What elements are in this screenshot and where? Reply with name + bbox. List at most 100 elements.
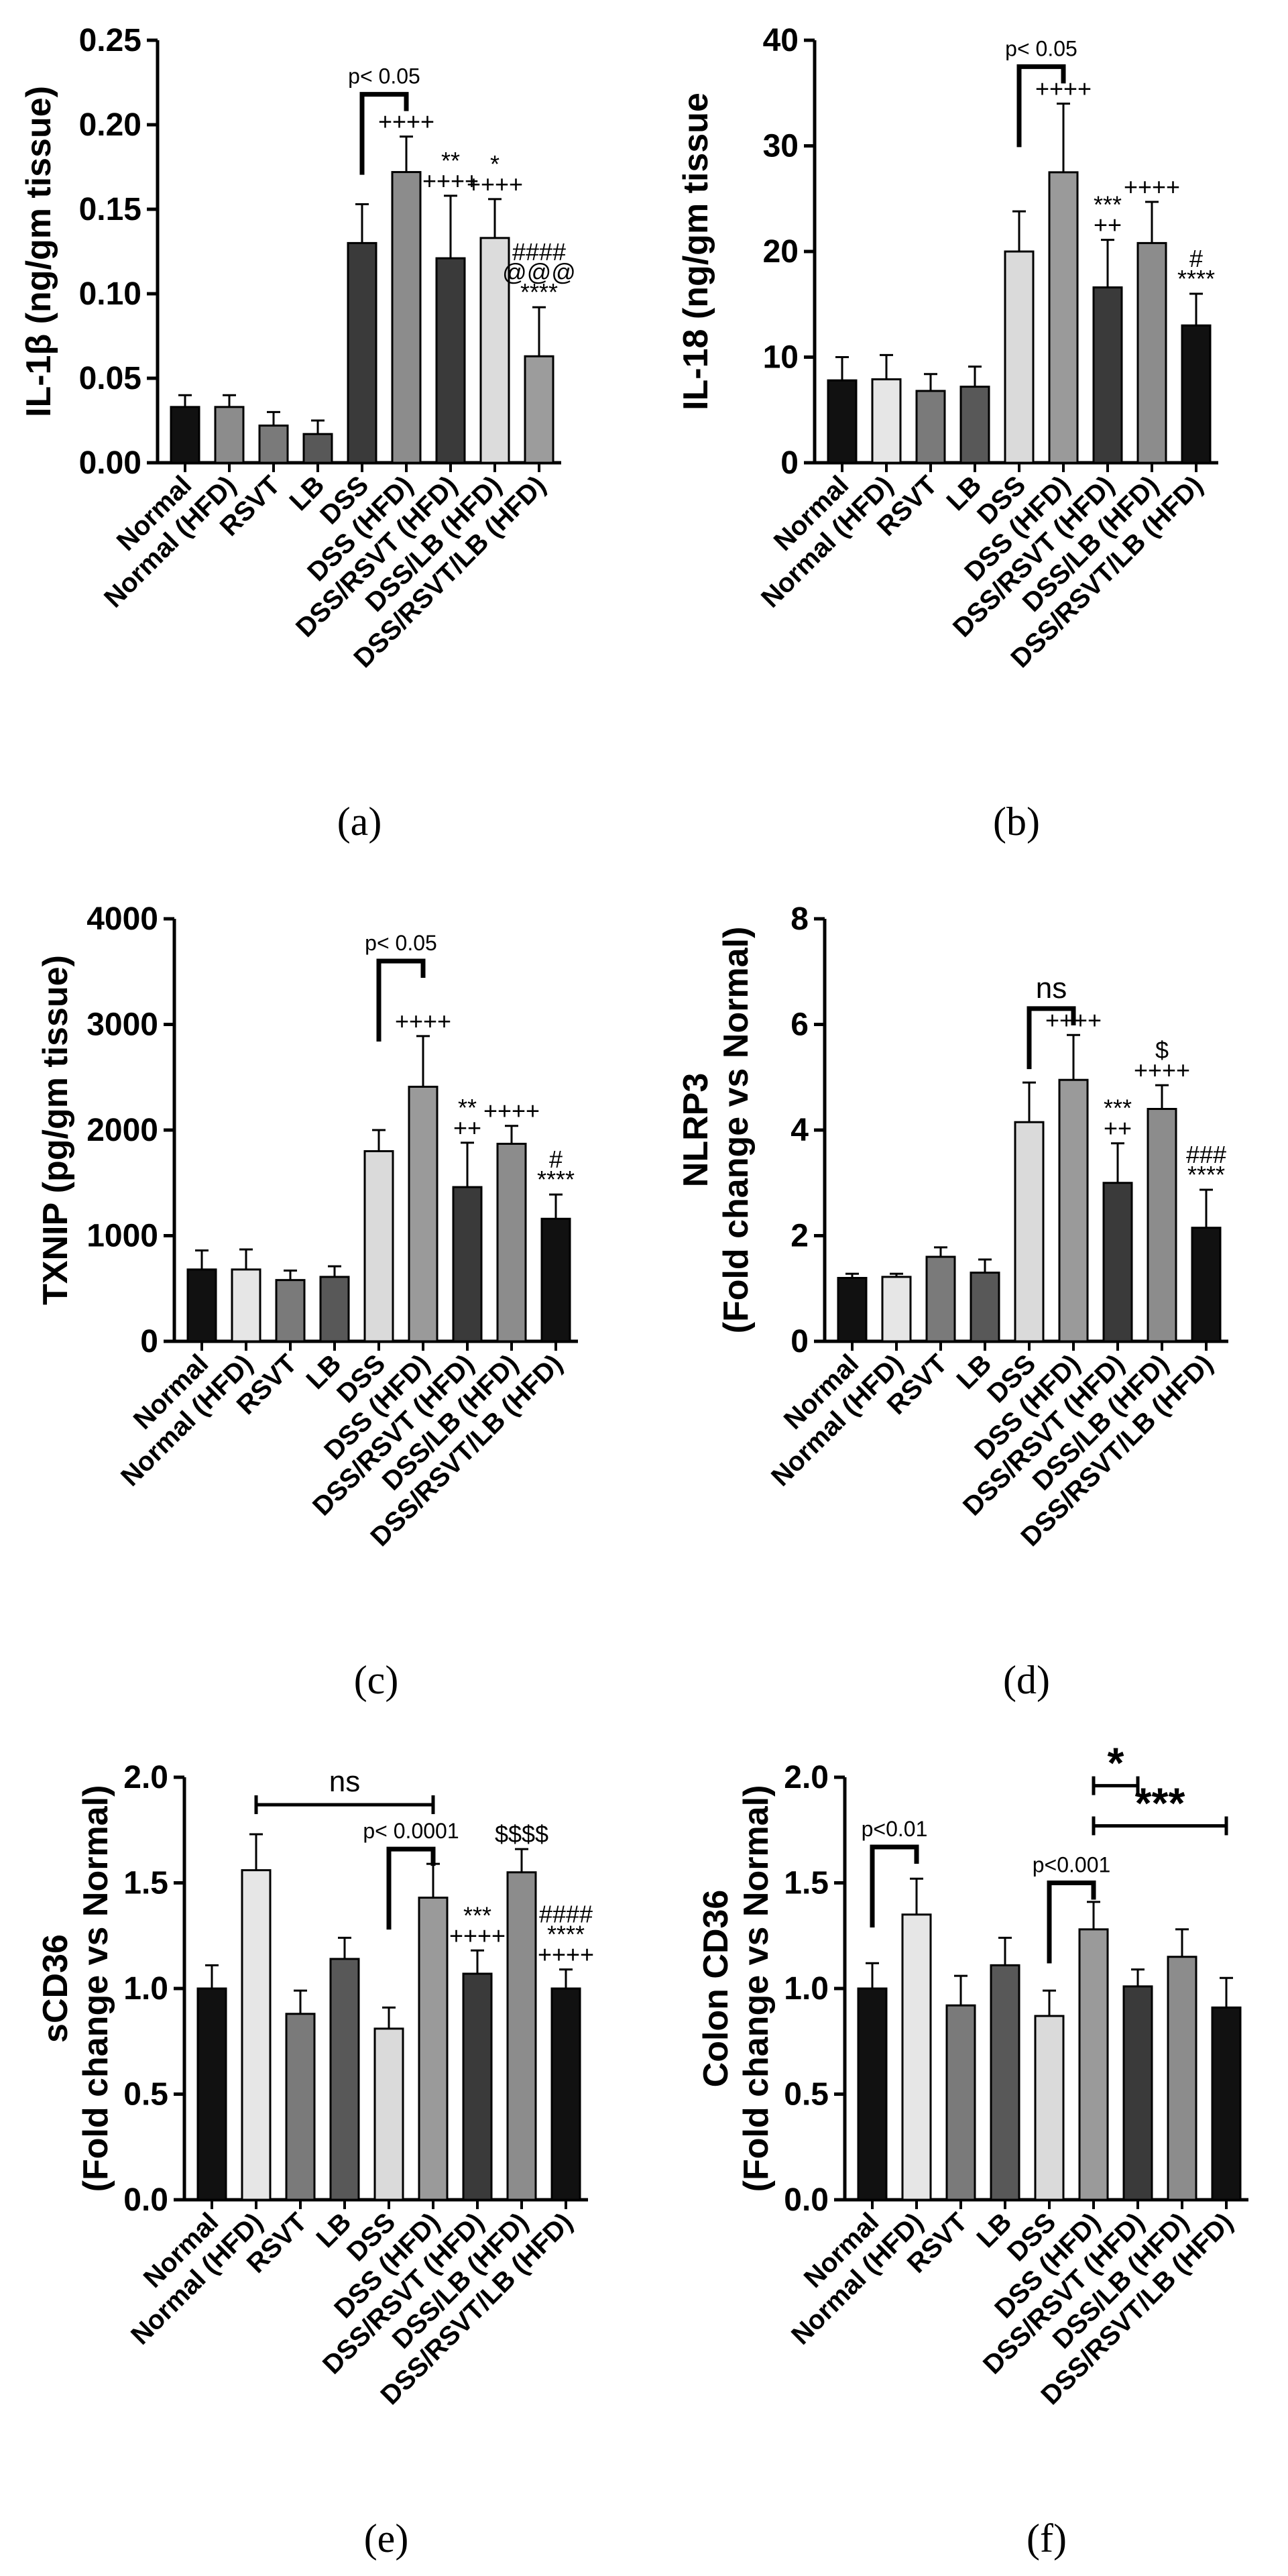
significance-mark: **** <box>1177 265 1215 292</box>
comparison-label: p<0.01 <box>862 1817 928 1841</box>
bar <box>497 1143 526 1341</box>
chart-panel-e: 0.0 0.5 1.0 1.5 2.0 sCD36 (Fold change vs Norm… <box>0 1717 644 2575</box>
bar <box>872 380 900 463</box>
chart-panel-f: 0.0 0.5 1.0 1.5 2.0 Colon CD36 (Fold change vs… <box>644 1717 1287 2575</box>
y-tick-label: 0.15 <box>79 192 141 227</box>
bar <box>552 1989 580 2200</box>
y-axis-title: IL-18 (ng/gm tissue <box>677 93 715 410</box>
bar <box>419 1898 447 2200</box>
bar <box>1059 1080 1088 1341</box>
chart-panel-a: 0.00 0.05 0.10 0.15 0.20 0.25 IL-1β (ng/gm tis… <box>0 0 644 858</box>
y-tick-label: 40 <box>763 23 799 58</box>
y-tick-label: 4 <box>791 1113 809 1148</box>
y-tick-label: 3000 <box>86 1007 158 1043</box>
bar <box>259 426 288 463</box>
bar <box>215 407 243 463</box>
significance-mark: **** <box>1187 1161 1225 1188</box>
comparison-label: *** <box>1135 1779 1185 1827</box>
bar <box>286 2014 314 2200</box>
y-tick-label: 1.0 <box>123 1971 168 2007</box>
significance-mark: ++++ <box>483 1097 540 1125</box>
y-tick-label: 0.00 <box>79 445 141 481</box>
bar <box>917 391 945 463</box>
y-axis-title: IL-1β (ng/gm tissue) <box>19 86 58 417</box>
panel-label: (c) <box>354 1658 399 1702</box>
bar <box>463 1974 491 2200</box>
bar <box>1035 2016 1063 2200</box>
significance-mark: ++++ <box>378 108 434 135</box>
panel-label: (d) <box>1003 1658 1050 1702</box>
significance-mark: ++ <box>1104 1115 1132 1142</box>
bar <box>276 1280 304 1341</box>
bar <box>304 434 332 463</box>
y-tick-label: 1.0 <box>784 1971 829 2007</box>
comparison-label: ns <box>1036 972 1067 1005</box>
y-tick-label: 2 <box>791 1219 809 1254</box>
significance-mark: **** <box>537 1166 575 1193</box>
comparison-label: * <box>1108 1739 1124 1787</box>
y-tick-label: 0.0 <box>123 2182 168 2218</box>
bar <box>348 243 376 463</box>
bar <box>1094 288 1122 463</box>
bar <box>991 1965 1019 2200</box>
bar <box>882 1277 911 1341</box>
y-tick-label: 0.10 <box>79 276 141 312</box>
significance-mark: $$$$ <box>495 1820 548 1848</box>
bar <box>1192 1228 1220 1341</box>
y-tick-label: 4000 <box>86 901 158 937</box>
y-tick-label: 0.0 <box>784 2182 829 2218</box>
bar <box>828 380 856 463</box>
bar <box>375 2029 403 2200</box>
bar <box>902 1915 931 2200</box>
y-axis-title: sCD36 <box>36 1934 75 2043</box>
y-tick-label: 1000 <box>86 1219 158 1254</box>
significance-mark: ++++ <box>1134 1056 1190 1084</box>
bar <box>198 1989 226 2200</box>
bar <box>331 1959 359 2200</box>
y-tick-label: 1.5 <box>784 1866 829 1901</box>
bar <box>1148 1109 1176 1342</box>
y-tick-label: 6 <box>791 1007 809 1043</box>
comparison-label: ns <box>329 1765 360 1798</box>
y-axis-title: Colon CD36 <box>697 1890 736 2088</box>
comparison-label: p< 0.05 <box>348 64 420 89</box>
significance-mark: ++ <box>453 1114 481 1141</box>
panel-label: (b) <box>993 799 1040 844</box>
bar <box>542 1219 570 1341</box>
y-tick-label: 0.5 <box>784 2077 829 2113</box>
panel-label: (a) <box>337 799 382 844</box>
bar <box>1212 2007 1240 2200</box>
significance-mark: ++++ <box>467 170 523 198</box>
panel-label: (e) <box>364 2516 409 2561</box>
bar <box>242 1870 270 2200</box>
bar <box>971 1273 999 1341</box>
bar <box>1182 325 1210 463</box>
significance-mark: ++++ <box>538 1941 594 1968</box>
bar <box>1124 1986 1152 2200</box>
bar <box>525 356 553 463</box>
y-tick-label: 8 <box>791 901 809 937</box>
bar <box>1015 1122 1043 1341</box>
bar <box>858 1989 886 2200</box>
bar <box>320 1277 349 1341</box>
significance-mark: ++++ <box>449 1921 506 1949</box>
significance-mark: ++ <box>1094 211 1122 239</box>
panel-label: (f) <box>1027 2516 1067 2561</box>
y-tick-label: 2000 <box>86 1113 158 1148</box>
bar <box>453 1187 481 1341</box>
comparison-label: p< 0.0001 <box>363 1819 459 1843</box>
significance-mark: **** <box>520 278 558 306</box>
comparison-label: p< 0.05 <box>1005 36 1077 60</box>
bar <box>232 1270 260 1341</box>
y-tick-label: 0.25 <box>79 23 141 58</box>
y-tick-label: 0.05 <box>79 361 141 396</box>
y-axis-title: TXNIP (pg/gm tissue) <box>36 955 75 1305</box>
bar <box>927 1257 955 1341</box>
significance-mark: ++++ <box>395 1007 451 1035</box>
y-tick-label: 10 <box>763 340 799 376</box>
chart-panel-d: 02468NLRP3 (Fold change vs Normal)NormalN… <box>644 858 1287 1717</box>
bar <box>508 1872 536 2200</box>
bar <box>961 387 989 463</box>
bar <box>436 258 465 463</box>
